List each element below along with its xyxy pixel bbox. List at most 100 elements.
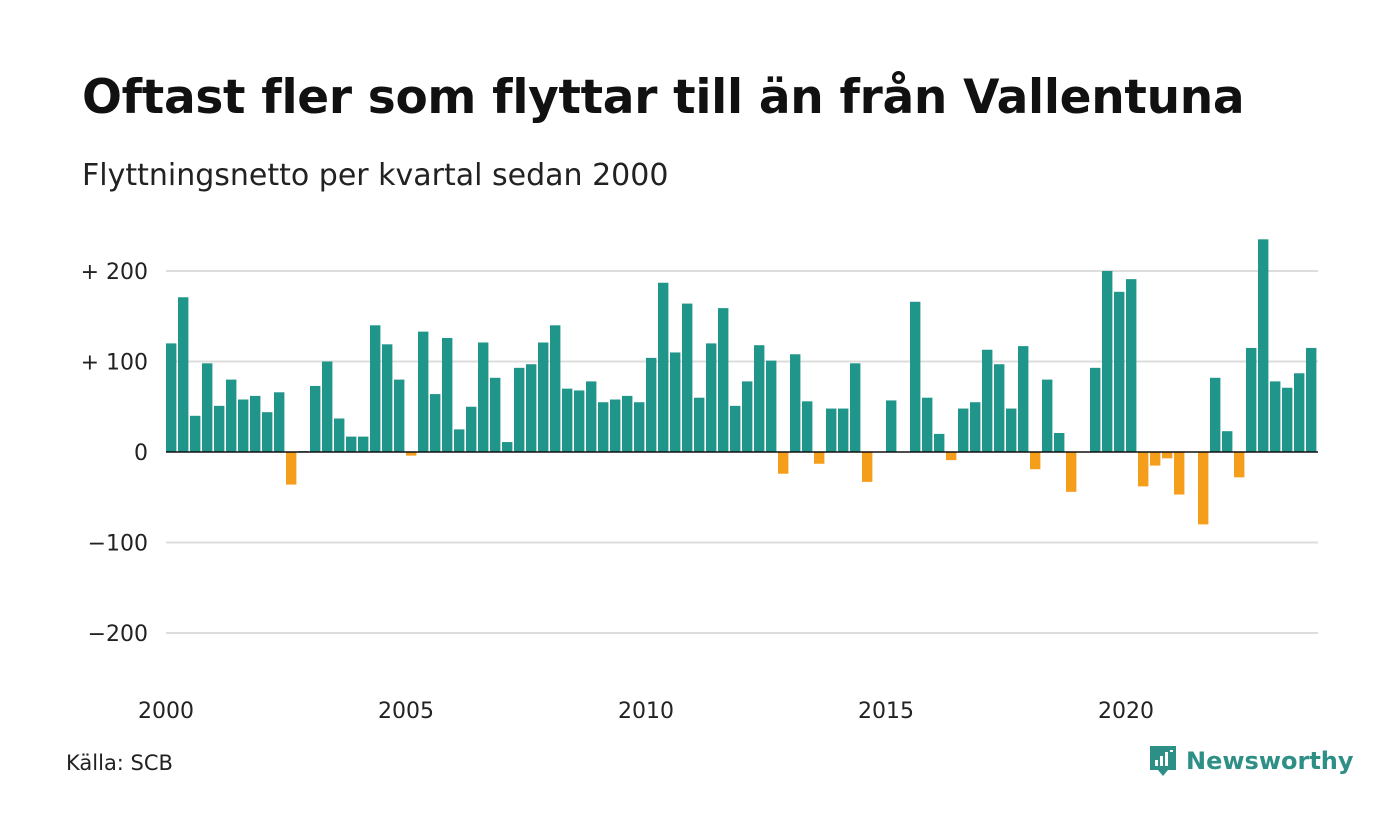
- bar: [754, 345, 765, 452]
- bar: [382, 344, 393, 453]
- y-tick-label: −100: [88, 532, 148, 557]
- chart-subtitle: Flyttningsnetto per kvartal sedan 2000: [82, 158, 669, 193]
- x-axis-labels: 2000 2005 2010 2015 2020: [138, 699, 1154, 724]
- bar: [730, 405, 741, 453]
- bar: [1090, 367, 1101, 452]
- bar: [202, 363, 213, 452]
- bar: [178, 297, 189, 452]
- y-tick-label: + 100: [81, 351, 148, 376]
- bar: [742, 381, 753, 452]
- bar: [1222, 431, 1233, 453]
- bar: [286, 452, 297, 485]
- bar: [958, 408, 969, 452]
- x-tick-label: 2010: [618, 699, 674, 724]
- bar: [910, 301, 921, 452]
- bar: [1126, 279, 1137, 452]
- bar: [982, 349, 993, 453]
- bar: [1282, 387, 1293, 452]
- bar: [310, 385, 321, 452]
- bar: [718, 308, 729, 453]
- bar: [226, 379, 237, 452]
- bar: [1054, 433, 1065, 452]
- bar: [214, 405, 225, 453]
- bar: [490, 377, 501, 452]
- bar: [1198, 452, 1209, 525]
- bar: [1270, 381, 1281, 452]
- bar: [454, 429, 465, 453]
- bar: [1138, 452, 1149, 487]
- bar: [1042, 379, 1053, 452]
- bar: [778, 452, 789, 474]
- bar: [250, 395, 261, 452]
- bar: [1030, 452, 1041, 470]
- bar: [334, 418, 345, 452]
- bar: [850, 363, 861, 452]
- bar: [1018, 346, 1029, 453]
- bar: [682, 303, 693, 452]
- bar: [538, 342, 549, 453]
- bar: [574, 390, 585, 452]
- bar: [790, 354, 801, 452]
- chart-title: Oftast fler som flyttar till än från Val…: [82, 70, 1245, 125]
- bar: [862, 452, 873, 482]
- bar: [274, 392, 285, 452]
- bar: [190, 415, 201, 452]
- bar: [814, 452, 825, 464]
- bar: [1306, 347, 1317, 453]
- bar: [406, 452, 417, 456]
- bar: [526, 364, 537, 452]
- x-tick-label: 2015: [858, 699, 914, 724]
- y-tick-label: + 200: [81, 260, 148, 285]
- y-tick-label: 0: [134, 441, 148, 466]
- bar: [1294, 373, 1305, 452]
- bar: [346, 436, 357, 452]
- bar: [634, 402, 645, 452]
- bar: [550, 325, 561, 452]
- bar: [706, 343, 717, 452]
- bar: [514, 367, 525, 452]
- bar: [598, 402, 609, 452]
- bar: [646, 357, 657, 452]
- bar: [970, 402, 981, 452]
- bars: [166, 239, 1317, 525]
- bar: [238, 399, 249, 452]
- bar: [922, 397, 933, 452]
- newsworthy-logo-icon: [1150, 746, 1176, 776]
- bar: [370, 325, 381, 452]
- newsworthy-logo[interactable]: Newsworthy: [1148, 744, 1354, 778]
- bar: [838, 408, 849, 452]
- bar: [1102, 271, 1113, 452]
- bar: [658, 282, 669, 452]
- bar: [1234, 452, 1245, 478]
- y-axis-labels: + 200 + 100 0 −100 −200: [81, 260, 148, 647]
- bar: [1150, 452, 1161, 466]
- bar: [1114, 291, 1125, 452]
- bar: [394, 379, 405, 452]
- bar: [322, 361, 333, 452]
- bar: [358, 436, 369, 452]
- bar: [934, 433, 945, 452]
- brand-name: Newsworthy: [1186, 747, 1354, 775]
- bar: [418, 331, 429, 452]
- bar: [262, 412, 273, 452]
- bar: [166, 343, 177, 452]
- bar: [1162, 452, 1173, 459]
- bar: [1066, 452, 1077, 492]
- bar: [586, 381, 597, 452]
- bar: [1006, 408, 1017, 452]
- bar: [946, 452, 957, 461]
- x-tick-label: 2000: [138, 699, 194, 724]
- bar: [886, 400, 897, 453]
- bar: [502, 442, 513, 453]
- bar: [1210, 377, 1221, 452]
- bar: [1258, 239, 1269, 452]
- bar: [994, 364, 1005, 452]
- bar: [622, 395, 633, 452]
- bar: [478, 342, 489, 453]
- x-tick-label: 2020: [1098, 699, 1154, 724]
- bar: [670, 352, 681, 452]
- bar: [694, 397, 705, 452]
- bar: [442, 337, 453, 452]
- bar: [430, 394, 441, 452]
